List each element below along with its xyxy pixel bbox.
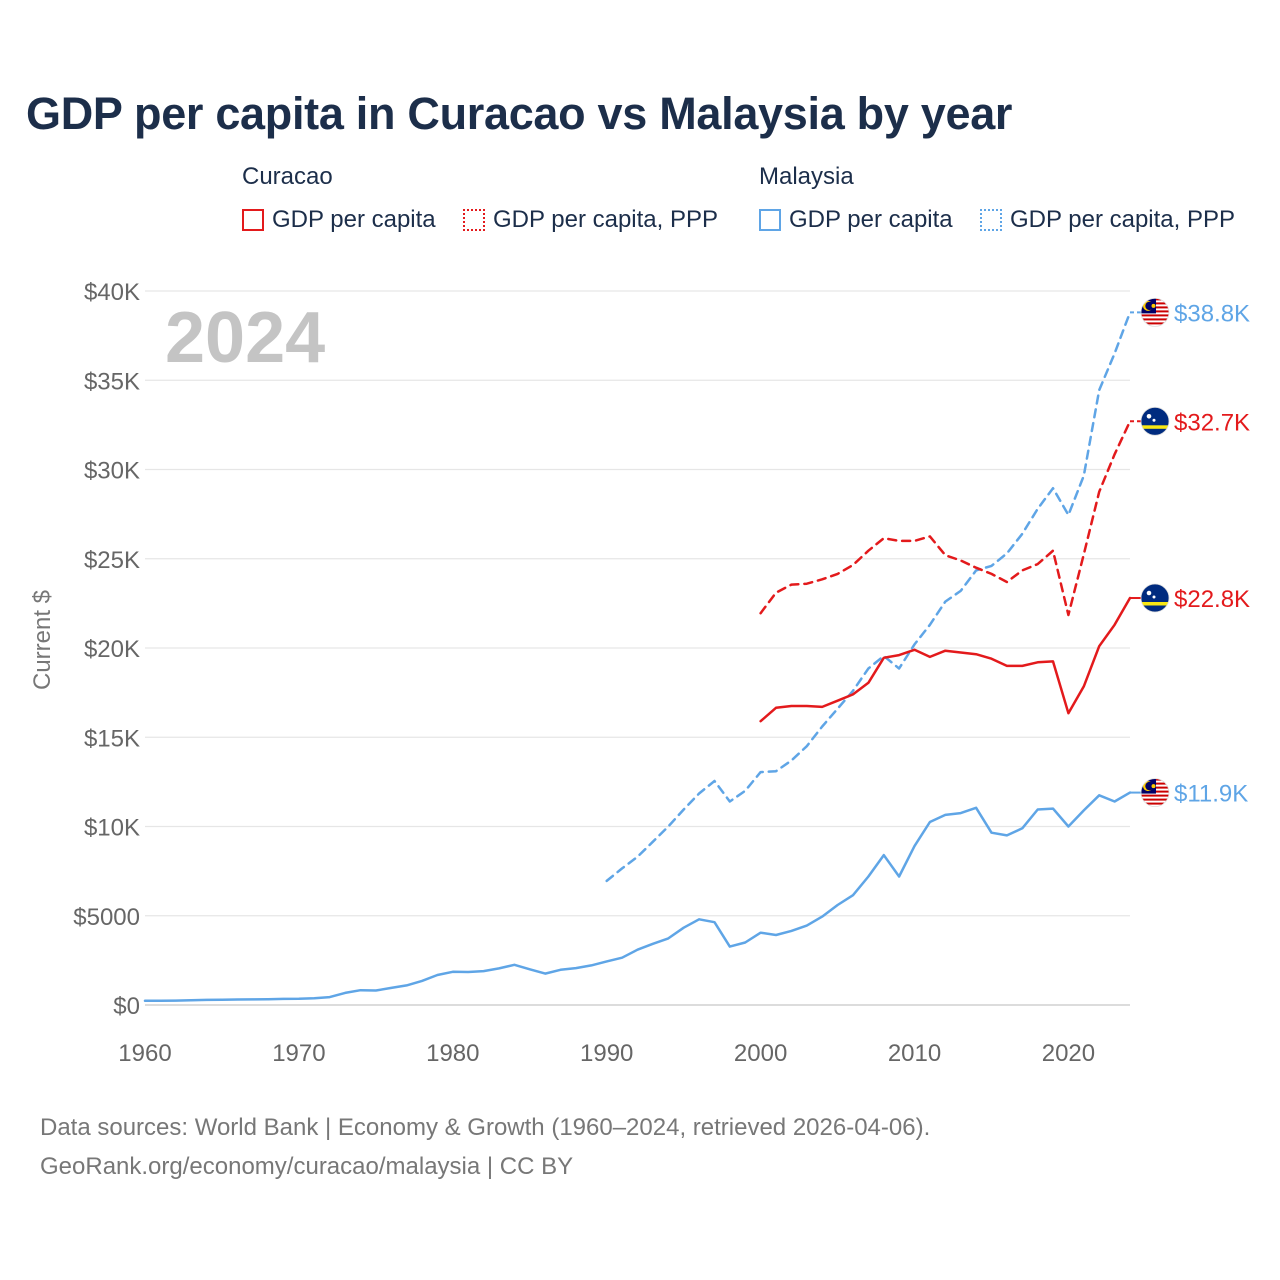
source-line-2[interactable]: GeoRank.org/economy/curacao/malaysia | C… bbox=[40, 1153, 574, 1180]
legend-item-curacao-ppp[interactable]: GDP per capita, PPP bbox=[463, 206, 718, 234]
legend-group-title-malaysia: Malaysia bbox=[759, 163, 854, 190]
y-tick-label: $5000 bbox=[73, 904, 140, 931]
end-value-label: $32.7K bbox=[1174, 409, 1250, 436]
y-axis-label: Current $ bbox=[29, 590, 56, 690]
chart-title: GDP per capita in Curacao vs Malaysia by… bbox=[26, 88, 1013, 139]
year-watermark: 2024 bbox=[165, 298, 325, 378]
y-tick-label: $35K bbox=[84, 368, 140, 395]
y-tick-label: $40K bbox=[84, 279, 140, 306]
legend-label: GDP per capita bbox=[789, 206, 953, 233]
malaysia-flag-icon bbox=[1140, 297, 1170, 327]
malaysia-flag-icon bbox=[1140, 778, 1170, 807]
x-tick-label: 1960 bbox=[118, 1040, 171, 1067]
end-value-label: $11.9K bbox=[1174, 781, 1248, 808]
series-line-curacao-solid[interactable] bbox=[759, 596, 1132, 723]
end-value-label: $38.8K bbox=[1174, 300, 1250, 327]
legend-swatch-malaysia-gdp bbox=[759, 209, 781, 231]
x-tick-label: 1970 bbox=[272, 1040, 325, 1067]
legend-label: GDP per capita, PPP bbox=[1010, 206, 1235, 233]
series-line-malaysia-solid[interactable] bbox=[143, 791, 1132, 1003]
x-tick-label: 1990 bbox=[580, 1040, 633, 1067]
legend-label: GDP per capita bbox=[272, 206, 436, 233]
end-value-label: $22.8K bbox=[1174, 586, 1250, 613]
chart-plot: 2024 $0 $5000 $10K $15K $20K $25K $30K $35K $40K… bbox=[29, 279, 1250, 1067]
source-line-1: Data sources: World Bank | Economy & Gro… bbox=[40, 1114, 931, 1141]
x-tick-label: 2020 bbox=[1042, 1040, 1095, 1067]
x-tick-label: 2010 bbox=[888, 1040, 941, 1067]
legend-swatch-malaysia-ppp bbox=[980, 209, 1002, 231]
x-tick-label: 2000 bbox=[734, 1040, 787, 1067]
y-tick-label: $30K bbox=[84, 458, 140, 485]
x-tick-label: 1980 bbox=[426, 1040, 479, 1067]
y-tick-label: $20K bbox=[84, 636, 140, 663]
series-line-curacao-dashed[interactable] bbox=[759, 420, 1132, 617]
legend-item-curacao-gdp[interactable]: GDP per capita bbox=[242, 206, 436, 234]
legend-group-title-curacao: Curacao bbox=[242, 163, 333, 190]
legend-swatch-curacao-gdp bbox=[242, 209, 264, 231]
curacao-flag-icon bbox=[1140, 406, 1170, 436]
y-tick-label: $0 bbox=[113, 993, 140, 1020]
y-tick-label: $10K bbox=[84, 815, 140, 842]
series-line-malaysia-dashed[interactable] bbox=[605, 311, 1132, 883]
legend-label: GDP per capita, PPP bbox=[493, 206, 718, 233]
curacao-flag-icon bbox=[1140, 583, 1170, 613]
source-note: Data sources: World Bank | Economy & Gro… bbox=[40, 1108, 930, 1186]
y-tick-label: $25K bbox=[84, 547, 140, 574]
legend-item-malaysia-gdp[interactable]: GDP per capita bbox=[759, 206, 953, 234]
legend-swatch-curacao-ppp bbox=[463, 209, 485, 231]
y-tick-label: $15K bbox=[84, 725, 140, 752]
legend-item-malaysia-ppp[interactable]: GDP per capita, PPP bbox=[980, 206, 1235, 234]
